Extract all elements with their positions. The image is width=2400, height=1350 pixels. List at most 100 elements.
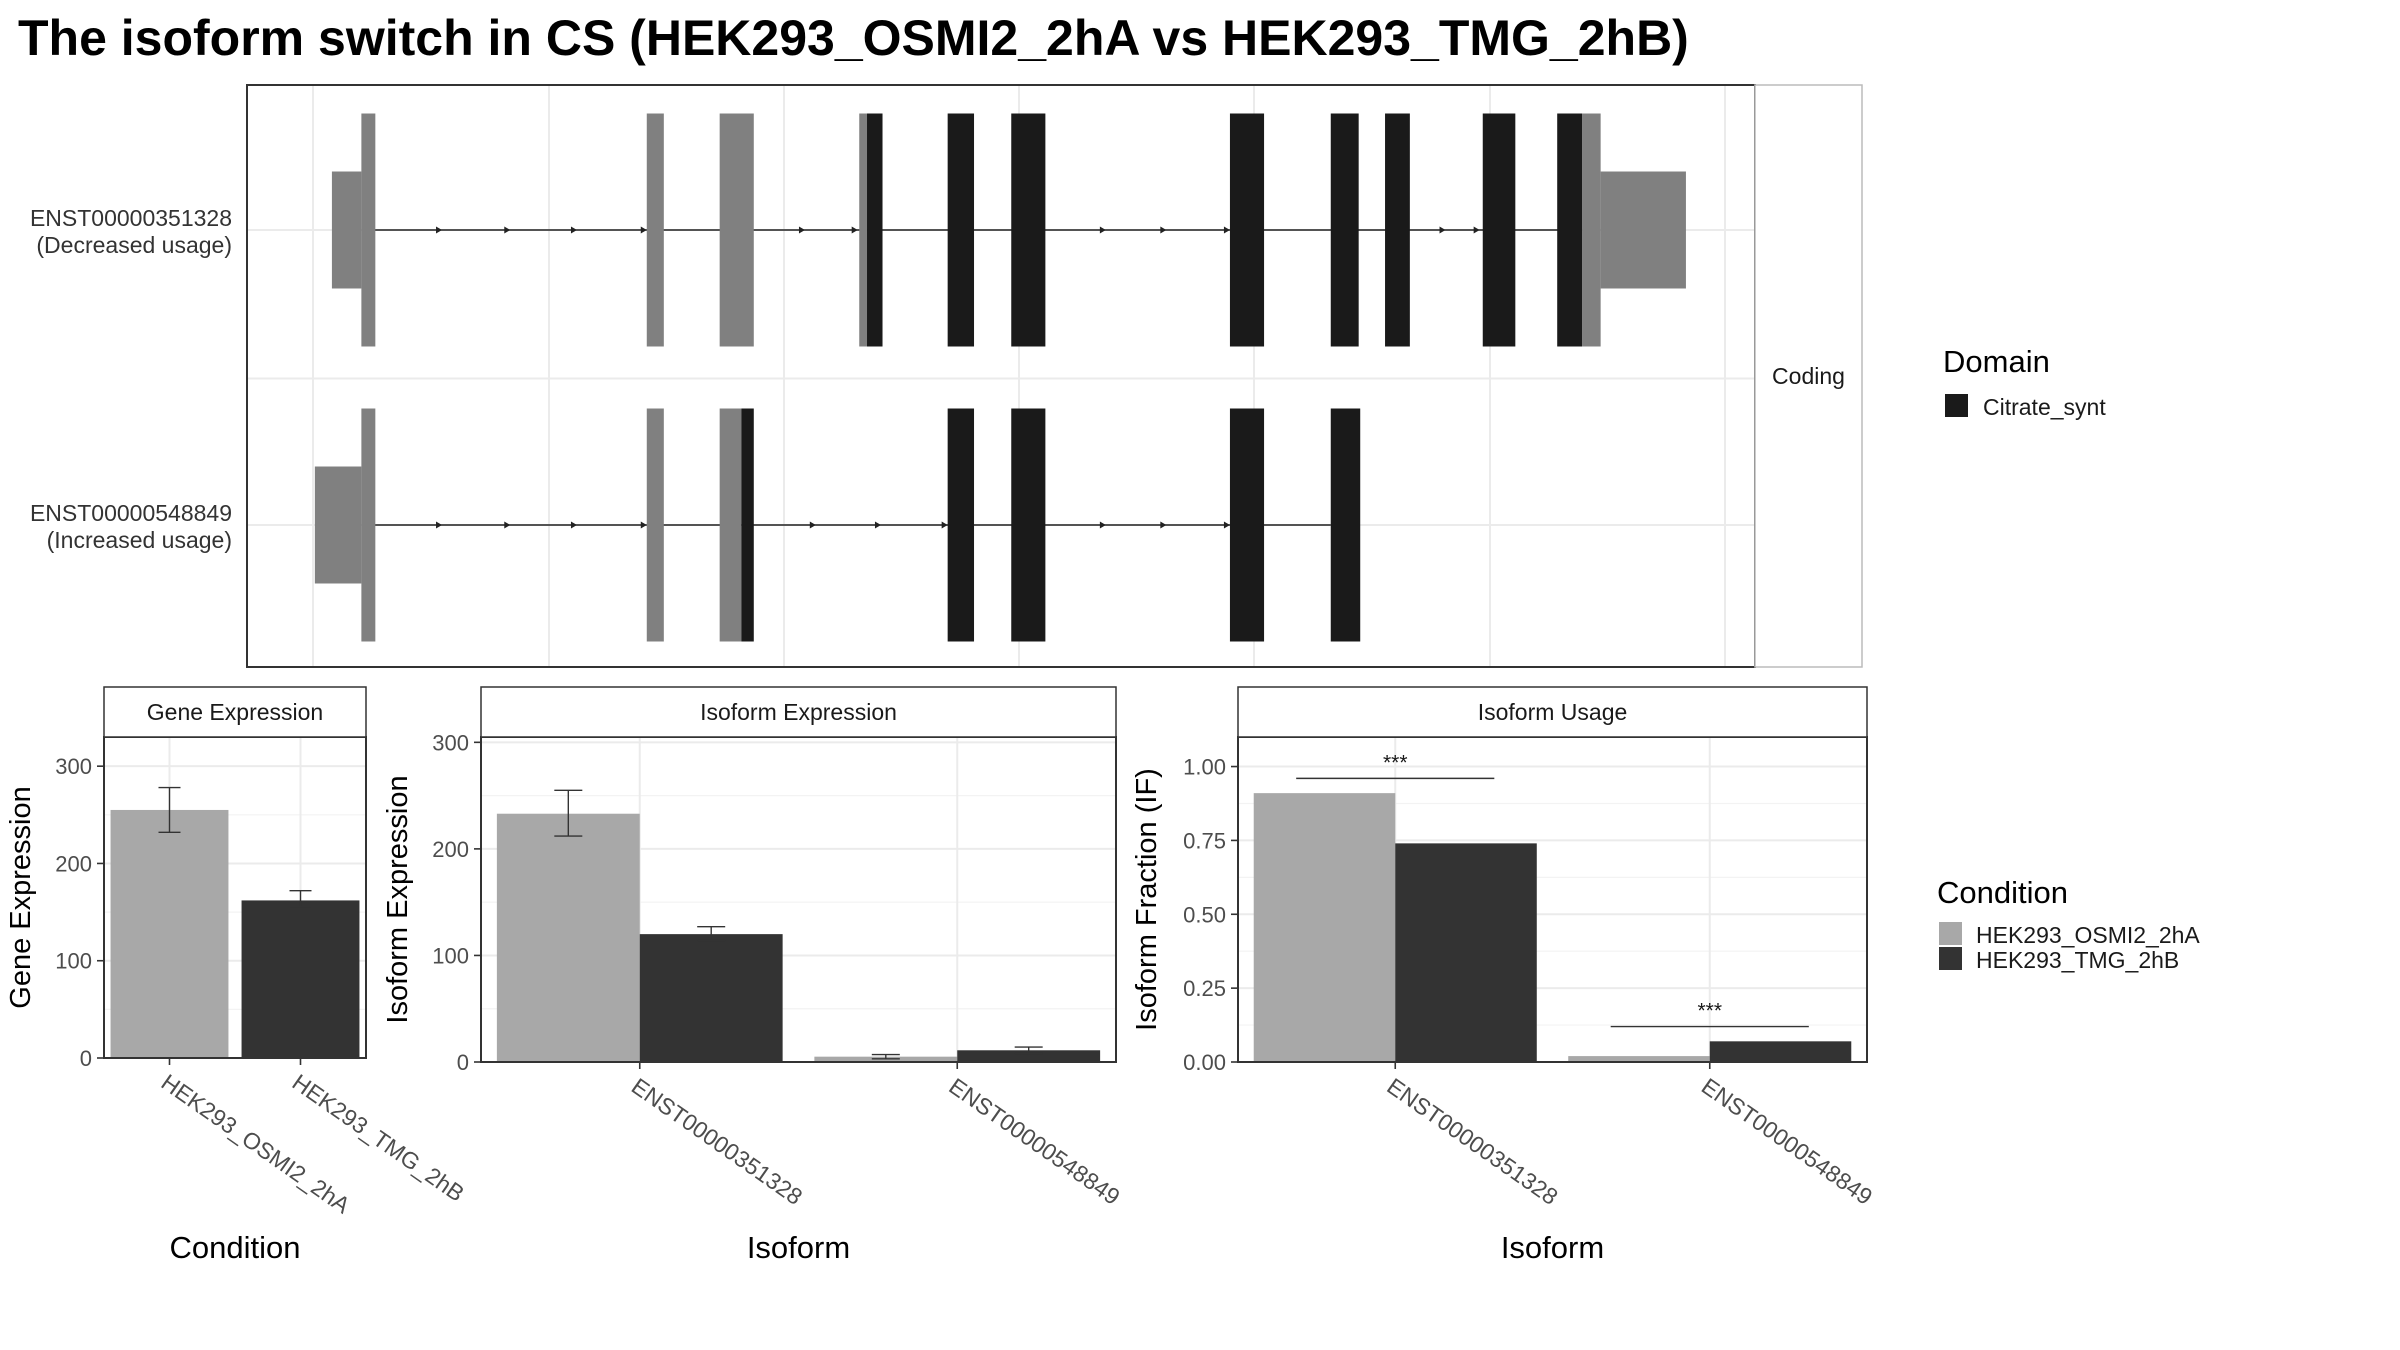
intron-direction-arrow bbox=[1160, 521, 1167, 529]
exon-coding-block bbox=[646, 113, 664, 347]
y-tick-label: 300 bbox=[432, 730, 469, 755]
exon-domain-block bbox=[867, 113, 883, 347]
bar bbox=[1253, 793, 1396, 1062]
significance-label: *** bbox=[1383, 751, 1408, 774]
significance-label: *** bbox=[1697, 1000, 1722, 1023]
exon-utr-block bbox=[331, 171, 362, 289]
exon-domain-block bbox=[1011, 113, 1046, 347]
y-tick-label: 0.00 bbox=[1183, 1050, 1226, 1075]
isoform-expression-panel: Isoform Expression 0 100 200 300 ENST00000351… bbox=[382, 686, 1125, 1265]
panel-strip-title: Isoform Usage bbox=[1478, 699, 1628, 725]
exon-domain-block bbox=[1557, 113, 1583, 347]
x-tick-label: ENST00000351328 bbox=[627, 1073, 807, 1210]
bar bbox=[1395, 843, 1537, 1062]
intron-direction-arrow bbox=[1099, 521, 1106, 529]
intron-direction-arrow bbox=[1160, 226, 1167, 234]
condition-legend-label: HEK293_OSMI2_2hA bbox=[1976, 922, 2200, 948]
exon-coding-block bbox=[719, 408, 742, 642]
exon-domain-block bbox=[1330, 408, 1361, 642]
exon-domain-block bbox=[1229, 113, 1265, 347]
y-tick-label: 100 bbox=[432, 943, 469, 968]
exon-coding-block bbox=[646, 408, 664, 642]
bar bbox=[110, 809, 229, 1058]
exon-coding-block bbox=[361, 113, 376, 347]
intron-direction-arrow bbox=[570, 521, 577, 529]
domain-legend: Domain Citrate_synt bbox=[1943, 344, 2106, 420]
y-tick-label: 0.75 bbox=[1183, 828, 1226, 853]
condition-legend-title: Condition bbox=[1937, 875, 2068, 910]
y-axis-title: Isoform Fraction (IF) bbox=[1131, 768, 1163, 1031]
exon-coding-block bbox=[361, 408, 376, 642]
y-tick-label: 0 bbox=[80, 1046, 92, 1071]
bar bbox=[241, 900, 360, 1058]
bar bbox=[1568, 1056, 1710, 1062]
intron-direction-arrow bbox=[436, 226, 443, 234]
x-axis-title: Condition bbox=[170, 1230, 301, 1265]
panel-strip bbox=[103, 686, 367, 738]
coding-strip-label: Coding bbox=[1772, 363, 1845, 389]
transcript-structure-panel: ENST00000351328(Decreased usage) ENST0000… bbox=[30, 84, 1863, 668]
y-tick-label: 200 bbox=[432, 837, 469, 862]
transcript-usage-label: (Decreased usage) bbox=[36, 232, 232, 258]
exon-domain-block bbox=[1011, 408, 1046, 642]
intron-direction-arrow bbox=[504, 226, 511, 234]
bar bbox=[1709, 1041, 1852, 1062]
exon-domain-block bbox=[947, 113, 975, 347]
y-axis-title: Gene Expression bbox=[5, 786, 37, 1008]
exon-domain-block bbox=[1229, 408, 1265, 642]
exon-utr-block bbox=[1600, 171, 1686, 289]
exon-coding-block bbox=[719, 113, 754, 347]
x-axis-title: Isoform bbox=[747, 1230, 850, 1265]
bar bbox=[957, 1050, 1101, 1062]
transcript-id-label: ENST00000351328 bbox=[30, 205, 232, 231]
intron-direction-arrow bbox=[941, 521, 948, 529]
y-tick-label: 0.50 bbox=[1183, 902, 1226, 927]
structure-plot-area bbox=[247, 85, 1755, 667]
transcript-usage-label: (Increased usage) bbox=[47, 527, 232, 553]
domain-legend-key bbox=[1945, 394, 1968, 417]
x-axis-title: Isoform bbox=[1501, 1230, 1604, 1265]
y-tick-label: 0 bbox=[457, 1050, 469, 1075]
coding-strip bbox=[1754, 84, 1863, 668]
exon-coding-block bbox=[859, 113, 868, 347]
intron-direction-arrow bbox=[1439, 226, 1446, 234]
figure-title: The isoform switch in CS (HEK293_OSMI2_2… bbox=[18, 10, 1689, 66]
panel-strip-title: Isoform Expression bbox=[700, 699, 897, 725]
exon-domain-block bbox=[1385, 113, 1410, 347]
exon-domain-block bbox=[1330, 113, 1359, 347]
intron-direction-arrow bbox=[504, 521, 511, 529]
intron-direction-arrow bbox=[809, 521, 816, 529]
y-tick-label: 1.00 bbox=[1183, 755, 1226, 780]
y-tick-label: 300 bbox=[55, 754, 92, 779]
exon-domain-block bbox=[741, 408, 754, 642]
condition-legend-key bbox=[1939, 922, 1962, 945]
domain-legend-label: Citrate_synt bbox=[1983, 394, 2106, 420]
panel-strip bbox=[480, 686, 1117, 738]
x-tick-label: ENST00000548849 bbox=[944, 1073, 1124, 1210]
bar bbox=[639, 934, 783, 1062]
condition-legend-key bbox=[1939, 947, 1962, 970]
x-tick-label: ENST00000351328 bbox=[1382, 1073, 1562, 1210]
intron-direction-arrow bbox=[1223, 521, 1230, 529]
intron-direction-arrow bbox=[874, 521, 881, 529]
domain-legend-title: Domain bbox=[1943, 344, 2050, 379]
y-tick-label: 200 bbox=[55, 851, 92, 876]
intron-direction-arrow bbox=[798, 226, 805, 234]
exon-coding-block bbox=[1582, 113, 1601, 347]
intron-direction-arrow bbox=[640, 521, 647, 529]
condition-legend-label: HEK293_TMG_2hB bbox=[1976, 947, 2179, 973]
bar bbox=[496, 813, 640, 1062]
intron-direction-arrow bbox=[851, 226, 858, 234]
intron-direction-arrow bbox=[436, 521, 443, 529]
exon-utr-block bbox=[314, 466, 362, 584]
isoform-usage-panel: *** *** Isoform Usage 0.00 0.25 0.50 0.75 1.00 E… bbox=[1131, 686, 1877, 1265]
intron-direction-arrow bbox=[640, 226, 647, 234]
intron-direction-arrow bbox=[1223, 226, 1230, 234]
y-tick-label: 0.25 bbox=[1183, 976, 1226, 1001]
y-tick-label: 100 bbox=[55, 949, 92, 974]
intron-direction-arrow bbox=[1473, 226, 1480, 234]
intron-direction-arrow bbox=[570, 226, 577, 234]
transcript-id-label: ENST00000548849 bbox=[30, 500, 232, 526]
